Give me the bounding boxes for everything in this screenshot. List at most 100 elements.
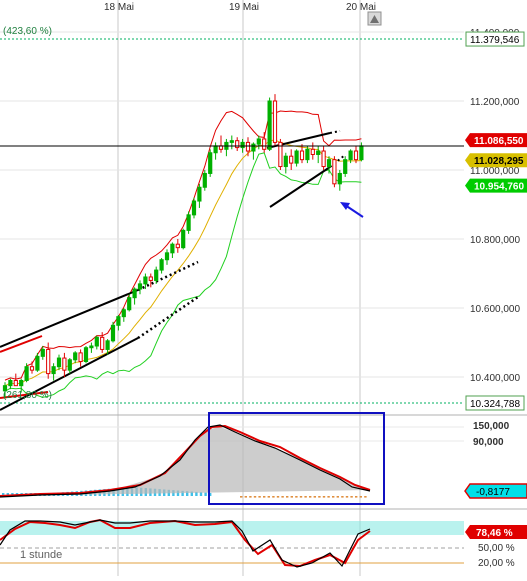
trendline-lower[interactable] [0, 337, 139, 411]
macd-histogram-bar [176, 490, 180, 496]
fibonacci-labels: (423,60 %) 11.379,546 (261,80 %) 10.324,788 [3, 26, 525, 411]
candle [62, 352, 67, 378]
fib-level-label: (261,80 %) [3, 390, 52, 401]
candle [321, 145, 326, 171]
trendline-upper-projection[interactable] [137, 260, 199, 292]
candle [105, 339, 110, 355]
price-tick-label: 10.400,000 [470, 373, 520, 384]
stoch-value-tag-box [465, 525, 527, 539]
candle [89, 342, 94, 353]
price-tick-label: 10.800,000 [470, 235, 520, 246]
candle [294, 149, 299, 167]
candle [170, 242, 175, 258]
macd-histogram-bar [258, 496, 261, 498]
scroll-up-icon[interactable] [367, 11, 382, 26]
candle [181, 228, 186, 250]
candle [94, 335, 99, 350]
candle [154, 266, 159, 284]
bollinger-middle [4, 139, 362, 387]
fib-level-label: (423,60 %) [3, 26, 52, 37]
price-tag-label: 11.028,295 [474, 156, 524, 167]
stoch-tick-label: 50,00 % [478, 543, 515, 554]
macd-histogram-bar [313, 496, 316, 498]
candle [137, 280, 143, 295]
candle [310, 142, 315, 160]
bollinger-lower [4, 152, 362, 398]
macd-signal-line [0, 424, 371, 497]
macd-histogram-bar [332, 496, 335, 498]
candle [245, 137, 251, 157]
stoch-overbought-band [0, 521, 464, 535]
price-tag [465, 178, 527, 193]
macd-histogram-bar [276, 496, 280, 498]
macd-value-tag-box [464, 483, 527, 499]
macd-histogram-bar [309, 496, 312, 498]
macd-histogram-bar [2, 493, 5, 496]
fib-value-label: 10.324,788 [470, 399, 520, 410]
candle [24, 363, 29, 383]
candle [100, 332, 105, 353]
candle [278, 138, 283, 171]
price-tick-label: 11.200,000 [470, 97, 520, 108]
macd-histogram-bar [286, 496, 289, 498]
channel-bottom-projection[interactable] [329, 154, 346, 168]
candle [121, 308, 126, 322]
stoch-value-label: 78,46 % [476, 528, 513, 539]
macd-histogram-bar [253, 496, 257, 498]
candle [73, 351, 78, 364]
stoch-k-line [0, 519, 371, 568]
macd-cloud [0, 427, 370, 496]
stoch-value-tag: 78,46 % [465, 525, 527, 539]
candle [19, 378, 24, 393]
macd-histogram-bar [322, 496, 326, 498]
candle [283, 152, 288, 174]
candle [326, 156, 332, 174]
macd-histogram-bar [295, 496, 298, 498]
stoch-tick-label: 20,00 % [478, 558, 515, 569]
candle [208, 149, 213, 177]
candle [127, 294, 132, 312]
annotation-box[interactable] [208, 412, 385, 505]
macd-histogram-bar [341, 496, 344, 498]
macd-histogram-bar [299, 496, 303, 498]
macd-histogram-bar [336, 496, 339, 498]
macd-histogram-bar [190, 491, 193, 496]
candle [191, 197, 197, 219]
candle [332, 156, 337, 188]
candle [348, 149, 353, 164]
time-tick-label: 19 Mai [229, 2, 259, 13]
macd-histogram-bar [186, 491, 189, 496]
macd-histogram-bar [272, 496, 275, 498]
candle [262, 132, 267, 153]
macd-panel: 150,000 90,000 -0,8177 [0, 412, 527, 510]
candle [218, 135, 224, 153]
stoch-d-line [0, 518, 371, 568]
macd-value-tag: -0,8177 [464, 483, 527, 499]
macd-histogram-bar [304, 496, 307, 498]
macd-histogram-bar [240, 496, 243, 498]
candle [148, 273, 153, 288]
macd-histogram-bar [249, 496, 252, 498]
price-tick-label: 11.000,000 [470, 166, 520, 177]
candle [316, 145, 321, 164]
trendline-upper[interactable] [0, 289, 139, 348]
stochastic-panel: 1 stunde 50,00 % 20,00 % 78,46 % [0, 518, 527, 569]
candle [78, 349, 83, 367]
candle [8, 378, 13, 390]
macd-histogram-bar [199, 492, 203, 496]
macd-axis-labels: 150,000 90,000 [473, 421, 510, 448]
macd-value-label: -0,8177 [476, 487, 510, 498]
price-grid [0, 31, 464, 378]
channel-top-projection[interactable] [329, 130, 341, 134]
candle [164, 249, 170, 265]
channel-bottom-line[interactable] [269, 166, 331, 208]
candle [56, 354, 62, 371]
candle [272, 94, 278, 146]
trendline-lower-projection[interactable] [137, 295, 199, 340]
candle [235, 137, 240, 152]
candle [116, 314, 121, 331]
timeframe-label: 1 stunde [20, 549, 62, 561]
candle [353, 145, 359, 164]
